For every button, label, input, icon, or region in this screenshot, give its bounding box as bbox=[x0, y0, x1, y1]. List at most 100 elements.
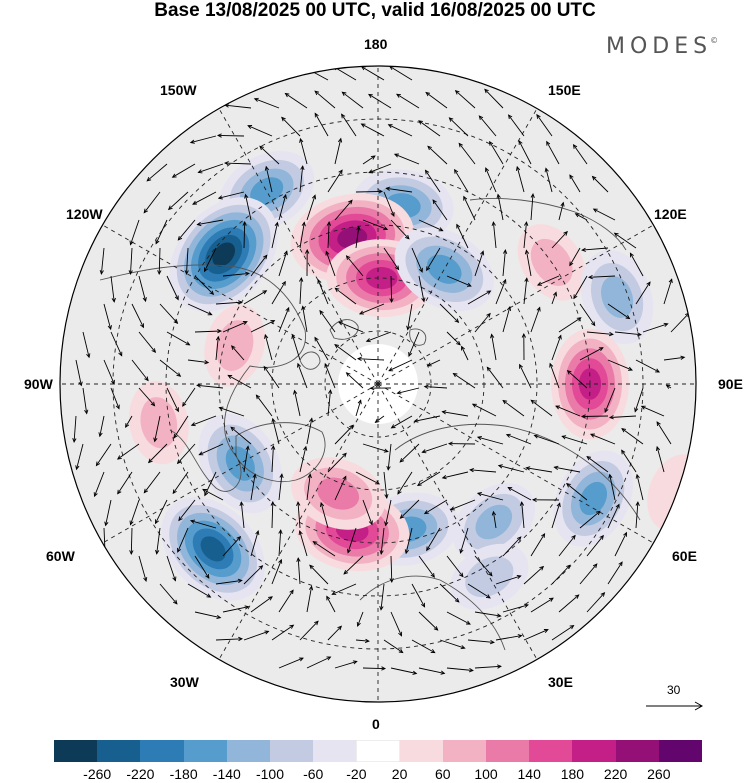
wind-vector-head bbox=[155, 549, 160, 555]
wind-vector bbox=[177, 527, 189, 553]
wind-vector-head bbox=[244, 605, 250, 610]
wind-vector-head bbox=[338, 169, 343, 175]
wind-vector bbox=[390, 275, 393, 303]
wind-vector-head bbox=[293, 389, 298, 395]
wind-vector bbox=[424, 499, 448, 514]
wind-vector-head bbox=[102, 550, 108, 556]
wind-vector bbox=[362, 443, 389, 453]
colorbar-swatch bbox=[226, 740, 271, 762]
wind-vector-head bbox=[518, 139, 523, 145]
wind-vector-head bbox=[384, 521, 389, 527]
wind-vector bbox=[168, 191, 189, 210]
wind-vector-head bbox=[334, 287, 340, 293]
wind-vector bbox=[172, 163, 196, 178]
wind-vector bbox=[368, 163, 392, 174]
wind-vector-head bbox=[580, 414, 586, 419]
wind-vector-head bbox=[104, 521, 109, 527]
wind-vector-head bbox=[357, 399, 362, 405]
wind-vector bbox=[656, 446, 665, 473]
wind-vector bbox=[411, 639, 435, 653]
wind-vector-head bbox=[425, 91, 431, 97]
wind-vector bbox=[424, 386, 448, 389]
wind-vector bbox=[361, 66, 385, 81]
wind-vector-head bbox=[486, 366, 492, 372]
wind-vector-head bbox=[569, 625, 575, 630]
wind-vector-head bbox=[337, 321, 343, 326]
wind-vector bbox=[663, 356, 685, 361]
lon-label-60w: 60W bbox=[46, 548, 75, 564]
wind-vector-head bbox=[668, 278, 673, 284]
wind-vector bbox=[334, 138, 342, 165]
wind-vector-head bbox=[406, 325, 411, 331]
wind-vector-head bbox=[143, 208, 149, 214]
meridian-line bbox=[377, 383, 538, 660]
wind-vector bbox=[155, 499, 168, 524]
wind-vector bbox=[394, 153, 420, 165]
wind-vector-head bbox=[319, 309, 324, 315]
wind-vector bbox=[446, 331, 461, 346]
wind-vector bbox=[607, 359, 633, 371]
wind-vector bbox=[256, 394, 273, 417]
wind-vector bbox=[325, 251, 336, 277]
wind-vector-head bbox=[326, 595, 331, 601]
wind-vector-head bbox=[441, 475, 447, 480]
wind-vector bbox=[271, 624, 294, 641]
wind-vector-head bbox=[507, 114, 513, 120]
wind-vector-head bbox=[253, 97, 259, 102]
wind-vector bbox=[334, 344, 357, 361]
colorbar-tick-label: 140 bbox=[517, 766, 541, 782]
wind-vector bbox=[506, 434, 532, 445]
wind-vector-head bbox=[263, 365, 268, 371]
colorbar-tick-label: 20 bbox=[391, 766, 408, 782]
wind-vector bbox=[271, 222, 278, 249]
wind-vector-head bbox=[244, 271, 250, 276]
wind-vector-head bbox=[343, 570, 349, 575]
wind-vector-head bbox=[278, 558, 283, 564]
wind-vector-head bbox=[144, 376, 149, 382]
wind-vector bbox=[609, 415, 637, 418]
wind-vector bbox=[327, 625, 342, 641]
wind-vector-head bbox=[147, 458, 153, 464]
wind-vector bbox=[411, 247, 423, 273]
wind-vector bbox=[486, 367, 504, 389]
wind-vector-head bbox=[304, 248, 310, 254]
wind-vector-head bbox=[314, 336, 319, 342]
wind-vector bbox=[534, 434, 560, 445]
anomaly-contour bbox=[212, 242, 236, 267]
wind-vector-head bbox=[173, 599, 178, 605]
wind-vector-head bbox=[454, 318, 460, 324]
wind-vector bbox=[449, 117, 469, 137]
wind-vector bbox=[82, 387, 88, 414]
wind-vector-head bbox=[497, 464, 503, 469]
wind-vector-head bbox=[454, 90, 460, 95]
wind-vector-head bbox=[264, 630, 270, 635]
wind-vector bbox=[130, 499, 140, 525]
wind-vector bbox=[390, 667, 417, 674]
wind-vector bbox=[442, 411, 469, 417]
wind-vector-head bbox=[300, 165, 305, 171]
wind-vector bbox=[263, 366, 280, 389]
wind-vector-head bbox=[469, 467, 474, 473]
wind-vector bbox=[355, 226, 360, 249]
wind-vector bbox=[265, 166, 273, 193]
wind-vector bbox=[502, 306, 511, 333]
wind-vector-head bbox=[621, 427, 627, 433]
anomaly-contour bbox=[200, 536, 226, 562]
wind-vector bbox=[342, 91, 364, 109]
wind-vector-head bbox=[356, 356, 362, 361]
wind-vector-head bbox=[242, 321, 248, 326]
wind-vector bbox=[502, 536, 522, 557]
wind-vector-head bbox=[629, 252, 634, 258]
wind-vector-head bbox=[466, 282, 472, 287]
wind-vector-head bbox=[197, 169, 203, 174]
wind-vector bbox=[264, 334, 273, 361]
wind-vector-head bbox=[412, 670, 418, 675]
colorbar-swatch bbox=[97, 740, 141, 762]
wind-vector-head bbox=[342, 452, 347, 458]
wind-vector-head bbox=[238, 636, 244, 642]
wind-vector-head bbox=[185, 341, 191, 346]
colorbar-tick-label: -180 bbox=[169, 766, 198, 782]
wind-vector-head bbox=[375, 480, 381, 485]
lon-label-150w: 150W bbox=[160, 82, 197, 98]
